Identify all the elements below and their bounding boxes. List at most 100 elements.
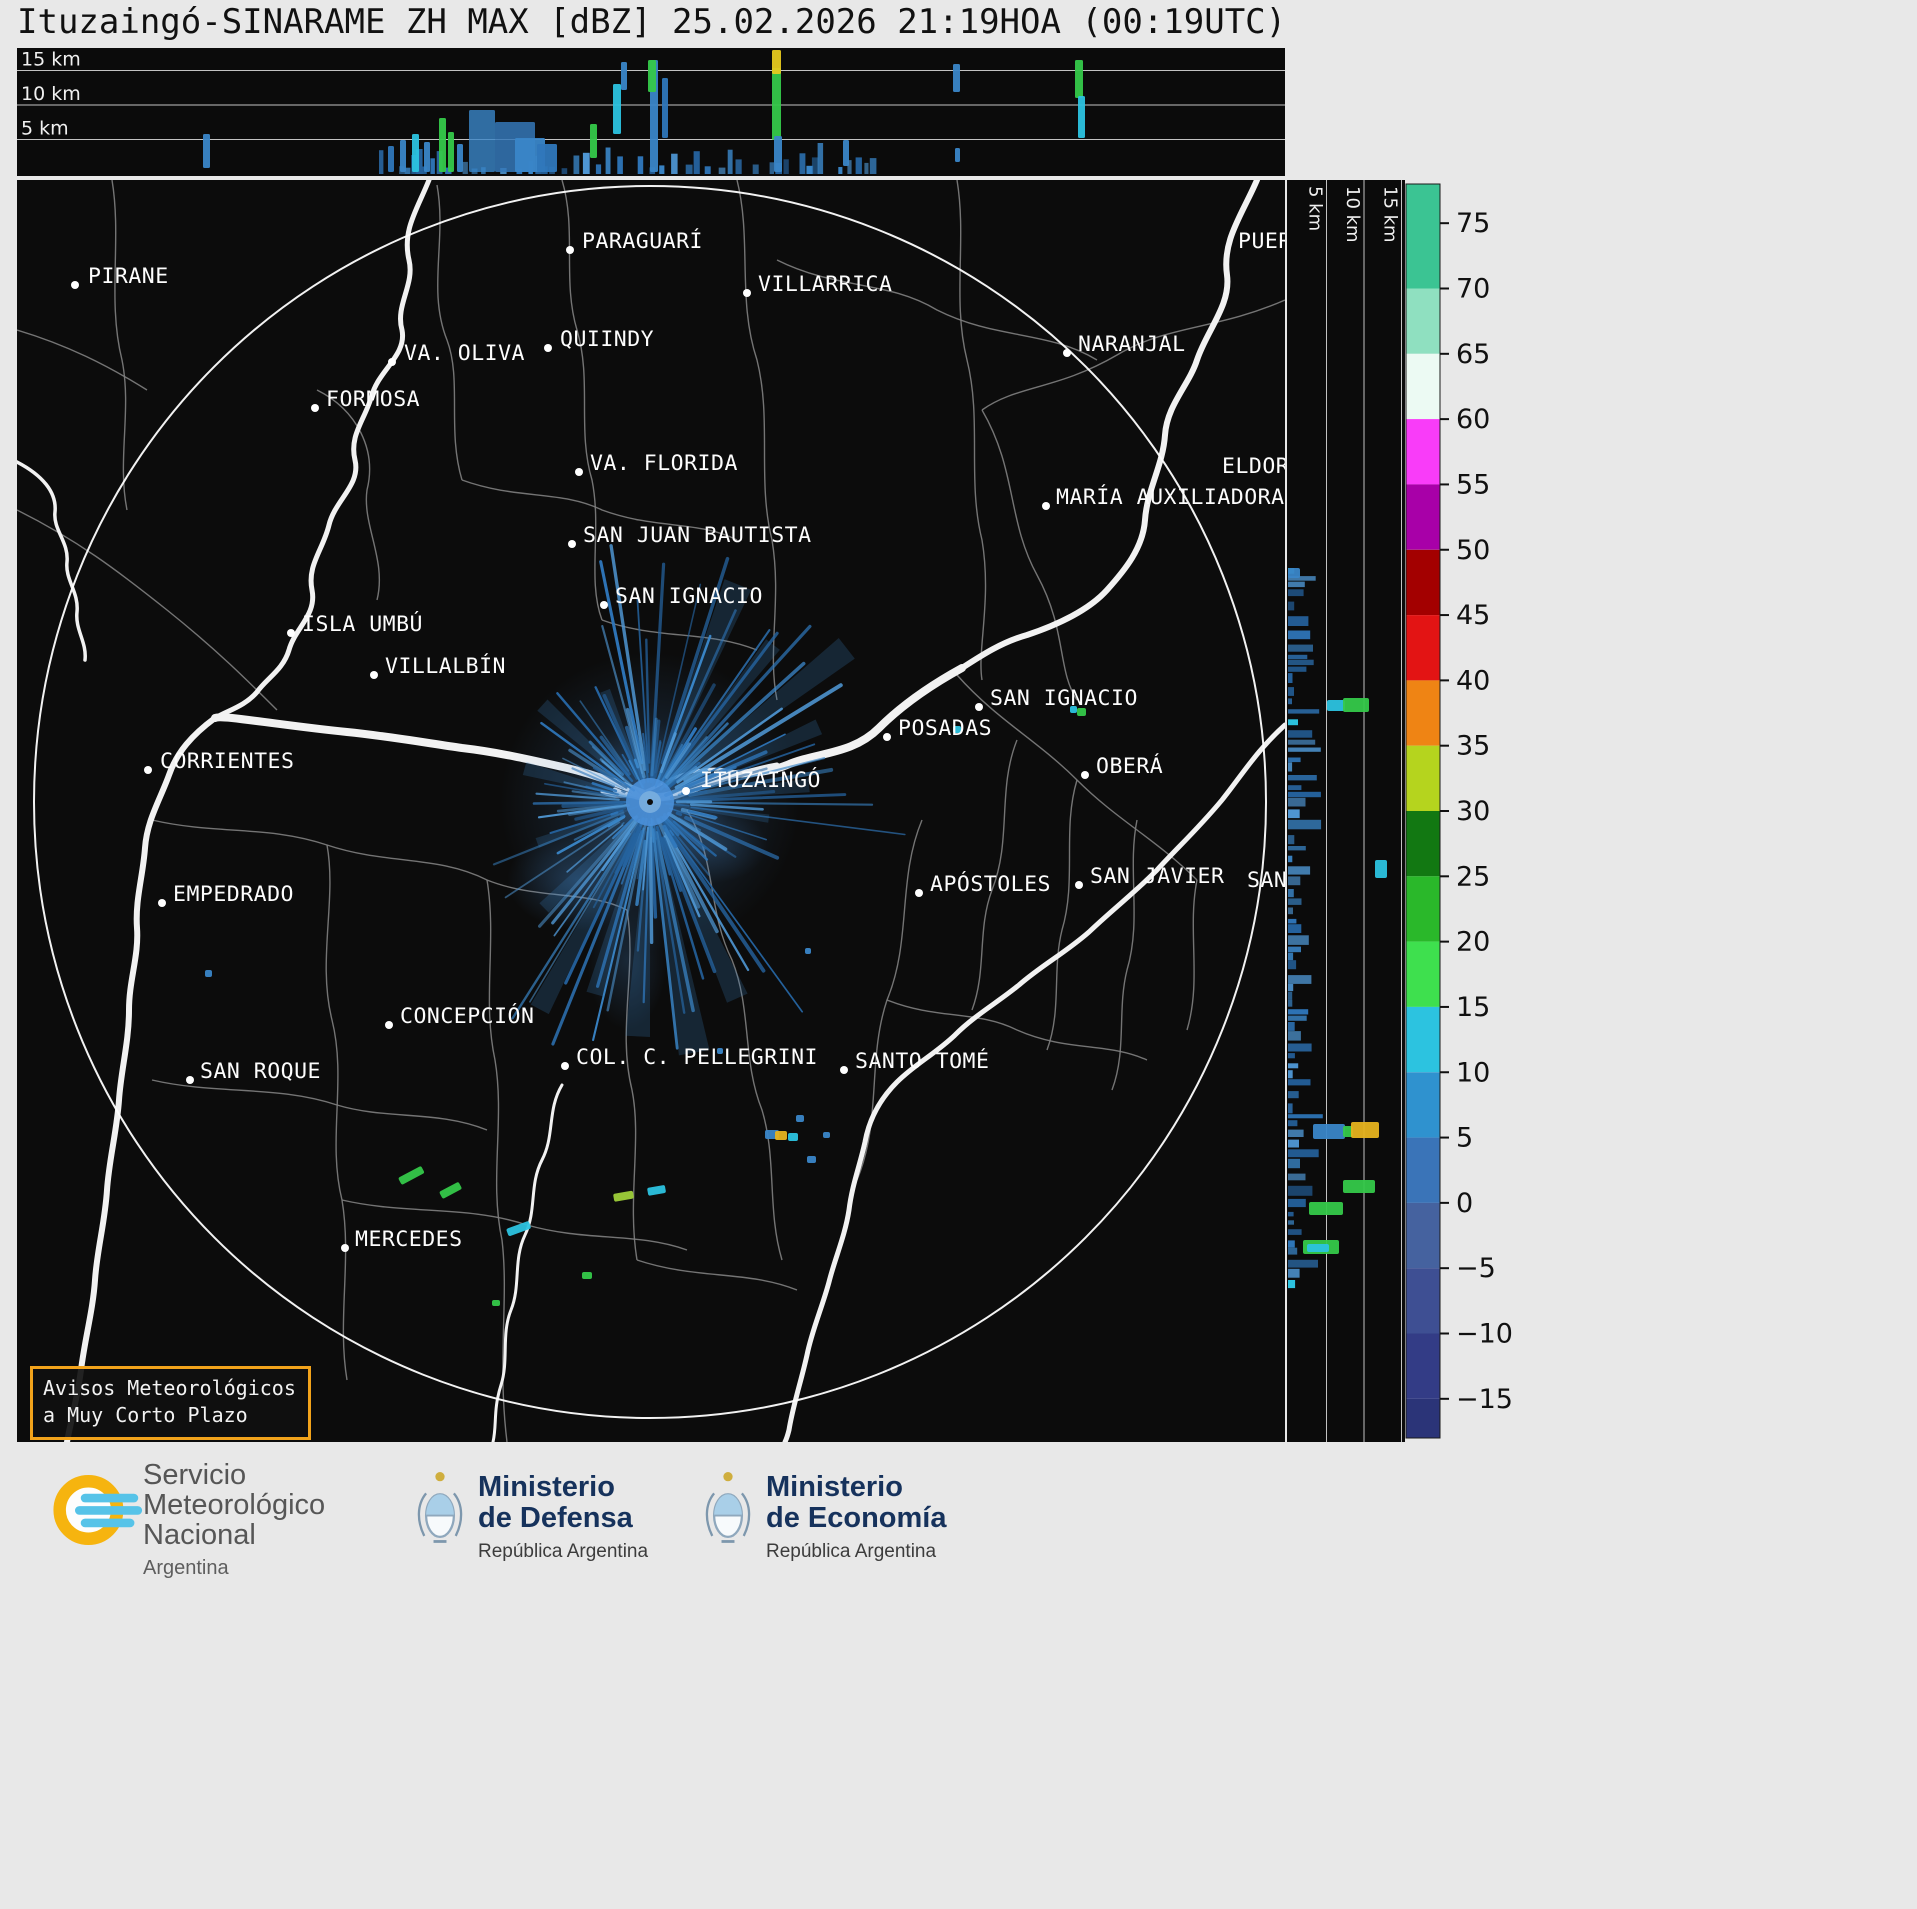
city-dot (158, 899, 166, 907)
colorbar-tick-label: 15 (1456, 992, 1490, 1023)
echo-cell (1375, 860, 1387, 878)
city-dot (311, 404, 319, 412)
echo-cell (1288, 791, 1321, 798)
echo-cell (439, 118, 446, 172)
echo-cell (613, 84, 621, 134)
echo-cell (1288, 1158, 1300, 1169)
echo-cell (1288, 866, 1311, 875)
city-dot (975, 703, 983, 711)
admin-boundary (151, 1079, 488, 1131)
city-dot (600, 601, 608, 609)
echo-cell (953, 726, 961, 733)
city-dot (1075, 881, 1083, 889)
smn-country: Argentina (143, 1557, 229, 1579)
echo-cell (1288, 785, 1302, 791)
city-label: SAN IGNACIO (990, 686, 1138, 711)
colorbar-tick-label: −10 (1456, 1319, 1513, 1350)
echo-cell (1288, 709, 1320, 714)
city-dot (561, 1062, 569, 1070)
colorbar-segment (1406, 184, 1440, 289)
echo-cell (1288, 1079, 1311, 1086)
colorbar-segment (1406, 1006, 1440, 1073)
city-dot (883, 733, 891, 741)
city-dot (544, 344, 552, 352)
echo-cell (1078, 96, 1085, 138)
echo-cell (1288, 1070, 1293, 1079)
echo-cell (752, 164, 759, 174)
side-profile-bg (1287, 180, 1405, 1442)
radar-map: PIRANE PARAGUARÍ VILLARRICA QUIINDY VA. OLIV… (17, 180, 1285, 1442)
river (959, 180, 1260, 671)
city-label: PARAGUARÍ (582, 228, 703, 254)
echo-cell (1288, 576, 1316, 581)
river (212, 180, 432, 721)
smn-line: Meteorológico (143, 1489, 326, 1521)
range-ring (33, 185, 1267, 1419)
smn-stripe (75, 1506, 143, 1515)
echo-cell (404, 167, 411, 174)
colorbar-tick-label: 25 (1456, 861, 1490, 892)
city-label: MERCEDES (355, 1227, 463, 1252)
city-label: VA. OLIVA (404, 341, 525, 366)
colorbar-tick-label: 45 (1456, 600, 1490, 631)
echo-cell (1288, 666, 1307, 672)
city-dot (743, 289, 751, 297)
admin-boundary (17, 329, 148, 391)
echo-cell (561, 168, 568, 174)
admin-boundary (981, 299, 1285, 411)
admin-boundary (561, 180, 603, 621)
city-dot (915, 889, 923, 897)
echo-cell (457, 144, 463, 172)
echo-cell (605, 147, 611, 174)
echo-cell (823, 1132, 830, 1138)
city-dot (568, 540, 576, 548)
echo-cell (659, 165, 665, 174)
echo-cell (416, 149, 423, 174)
admin-boundary (956, 180, 987, 681)
colorbar-tick-label: 60 (1456, 404, 1490, 435)
colorbar-tick-label: −5 (1456, 1253, 1496, 1284)
height-label: 15 km (1380, 186, 1401, 243)
echo-cell (1288, 698, 1292, 705)
ministry-title: Ministerio (478, 1471, 615, 1503)
echo-cell (400, 140, 406, 172)
echo-cell (772, 68, 781, 140)
echo-cell (735, 159, 742, 174)
radar-spokes (492, 544, 906, 1050)
echo-cell (1288, 1031, 1301, 1041)
shield-top (426, 1494, 454, 1516)
echo-cell (1288, 924, 1302, 933)
city-dot (1042, 502, 1050, 510)
smn-wordmark: Servicio Meteorológico Nacional Argentin… (143, 1460, 325, 1580)
radar-site-dot (647, 799, 653, 805)
height-label: 10 km (1342, 186, 1363, 243)
colorbar-segment (1406, 1333, 1440, 1399)
colorbar-segment (1406, 680, 1440, 746)
echo-cell (1288, 935, 1309, 945)
laurel-left (417, 1492, 428, 1537)
echo-cell (1288, 739, 1316, 745)
smn-line: Nacional (143, 1519, 256, 1551)
echo-cell (1288, 1129, 1304, 1137)
echo-cell (1343, 1126, 1353, 1137)
echo-cell (398, 1166, 425, 1185)
river (782, 722, 1285, 1442)
echo-cell (492, 1300, 500, 1306)
echo-cell (1288, 1139, 1299, 1148)
echo-cell (1288, 1268, 1300, 1278)
city-label: NARANJAL (1078, 332, 1186, 357)
echo-cell (1077, 708, 1086, 716)
admin-boundary (736, 180, 778, 701)
colorbar-tick-label: 75 (1456, 208, 1490, 239)
laurel-right (740, 1492, 751, 1537)
admin-boundary (886, 999, 1148, 1061)
height-label: 15 km (21, 49, 81, 71)
admin-boundary (1186, 879, 1198, 1031)
city-label: SAN (1247, 868, 1285, 893)
echo-cell (1327, 700, 1345, 711)
echo-cell (671, 153, 678, 174)
city-label: SANTO TOMÉ (855, 1048, 989, 1074)
laurel-right (452, 1492, 463, 1537)
echo-cell (595, 164, 602, 174)
ministry-title: Ministerio (766, 1471, 903, 1503)
